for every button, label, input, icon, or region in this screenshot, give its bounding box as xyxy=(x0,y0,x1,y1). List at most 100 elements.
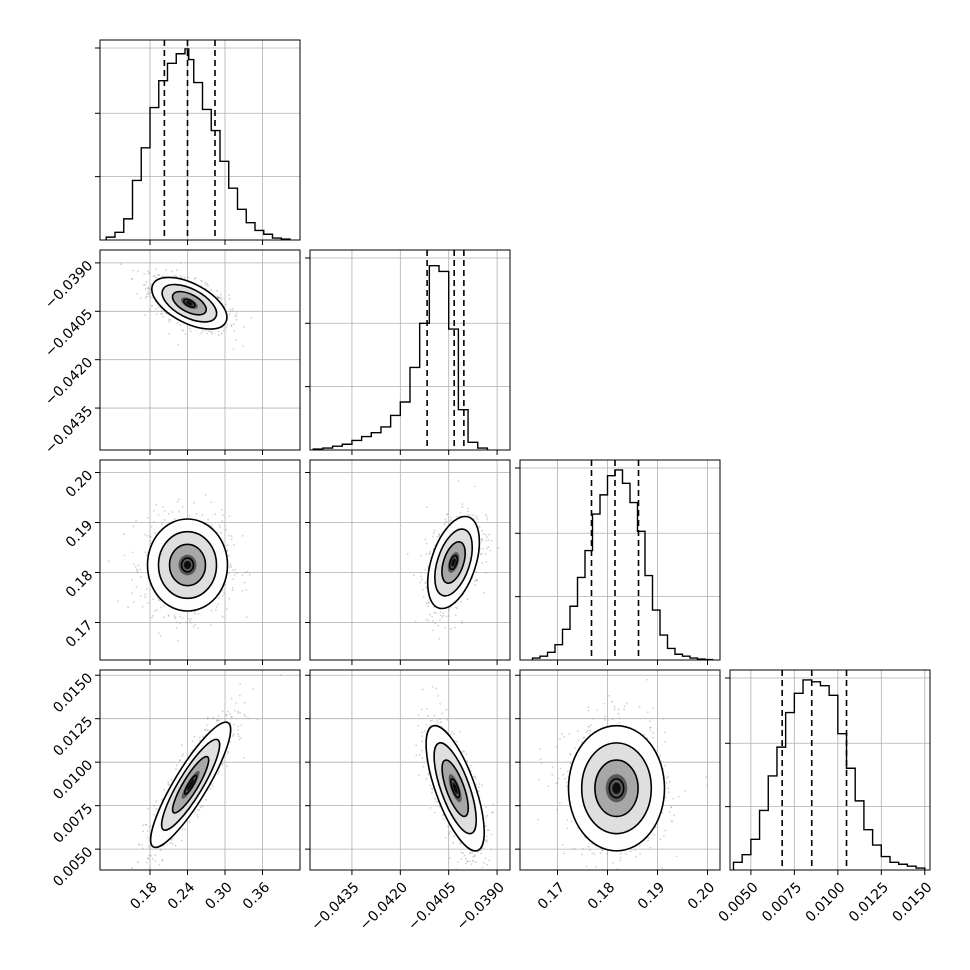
scatter-point xyxy=(194,277,197,279)
scatter-point xyxy=(452,841,455,844)
scatter-point xyxy=(173,274,176,277)
scatter-point xyxy=(147,270,150,272)
scatter-point xyxy=(472,860,475,862)
scatter-point xyxy=(230,538,233,540)
scatter-point xyxy=(139,297,142,299)
scatter-point xyxy=(668,811,671,813)
scatter-point xyxy=(420,708,423,711)
scatter-point xyxy=(487,546,490,549)
scatter-point xyxy=(427,602,429,604)
scatter-point xyxy=(576,730,579,733)
scatter-point xyxy=(201,280,203,283)
scatter-point xyxy=(424,538,427,541)
scatter-point xyxy=(425,618,428,621)
scatter-point xyxy=(225,529,228,531)
scatter-point xyxy=(634,849,636,851)
scatter-point xyxy=(481,784,483,787)
scatter-point xyxy=(153,521,156,523)
scatter-point xyxy=(123,554,126,557)
scatter-point xyxy=(252,688,255,690)
scatter-point xyxy=(478,783,481,786)
scatter-point xyxy=(131,551,134,554)
scatter-point xyxy=(155,313,158,316)
joint-content xyxy=(310,460,510,660)
scatter-point xyxy=(429,613,431,616)
scatter-point xyxy=(176,500,179,503)
scatter-point xyxy=(256,718,259,721)
scatter-point xyxy=(442,818,445,820)
scatter-point xyxy=(439,703,441,705)
scatter-point xyxy=(414,620,417,623)
scatter-point xyxy=(227,571,230,574)
scatter-point xyxy=(485,572,487,574)
contour-line-0 xyxy=(146,518,229,612)
scatter-point xyxy=(551,766,554,768)
scatter-point xyxy=(425,777,428,780)
scatter-point xyxy=(228,515,231,518)
scatter-point xyxy=(235,312,238,315)
scatter-point xyxy=(652,736,655,739)
scatter-point xyxy=(210,783,213,785)
scatter-point xyxy=(159,634,162,637)
scatter-point xyxy=(465,858,467,860)
scatter-point xyxy=(230,324,233,327)
scatter-point xyxy=(482,533,485,535)
scatter-point xyxy=(449,519,452,522)
panel-frame xyxy=(99,459,301,661)
scatter-point xyxy=(171,270,174,273)
scatter-point xyxy=(466,860,469,862)
scatter-point xyxy=(589,729,591,732)
scatter-point xyxy=(418,774,420,776)
scatter-point xyxy=(592,717,595,720)
scatter-point xyxy=(438,535,440,538)
scatter-point xyxy=(192,625,195,628)
scatter-point xyxy=(119,263,122,266)
scatter-point xyxy=(448,609,451,612)
scatter-point xyxy=(421,740,424,743)
scatter-point xyxy=(200,332,203,334)
scatter-point xyxy=(445,615,448,618)
scatter-point xyxy=(210,501,213,504)
scatter-point xyxy=(223,592,226,595)
scatter-point xyxy=(466,598,469,601)
scatter-point xyxy=(237,725,240,728)
scatter-point xyxy=(455,740,458,743)
joint-content xyxy=(520,670,720,870)
joint-content xyxy=(310,670,510,870)
scatter-point xyxy=(163,788,166,791)
scatter-point xyxy=(555,782,558,785)
scatter-point xyxy=(438,638,441,640)
scatter-point xyxy=(486,536,489,538)
scatter-point xyxy=(225,608,228,610)
scatter-point xyxy=(585,731,588,734)
scatter-point xyxy=(175,768,177,770)
scatter-point xyxy=(426,707,428,710)
scatter-point xyxy=(559,767,562,770)
scatter-point xyxy=(466,760,468,762)
scatter-point xyxy=(488,859,491,862)
scatter-point xyxy=(210,288,213,291)
scatter-point xyxy=(176,321,179,324)
scatter-point xyxy=(230,715,233,718)
scatter-point xyxy=(429,550,432,553)
scatter-point xyxy=(205,798,207,801)
scatter-point xyxy=(207,729,210,732)
scatter-point xyxy=(173,615,176,617)
scatter-point xyxy=(232,578,234,581)
scatter-point xyxy=(673,814,676,817)
scatter-point xyxy=(613,705,616,708)
scatter-point xyxy=(226,765,229,767)
scatter-point xyxy=(174,616,177,619)
scatter-point xyxy=(231,309,234,312)
scatter-point xyxy=(218,770,220,773)
scatter-point xyxy=(246,716,249,719)
scatter-point xyxy=(221,710,224,713)
density xyxy=(425,724,485,852)
scatter-point xyxy=(179,324,182,326)
scatter-point xyxy=(422,765,425,768)
joint-content xyxy=(100,460,300,660)
scatter-point xyxy=(443,523,446,526)
scatter-point xyxy=(178,510,180,513)
scatter-point xyxy=(421,731,424,734)
scatter-point xyxy=(199,739,201,742)
